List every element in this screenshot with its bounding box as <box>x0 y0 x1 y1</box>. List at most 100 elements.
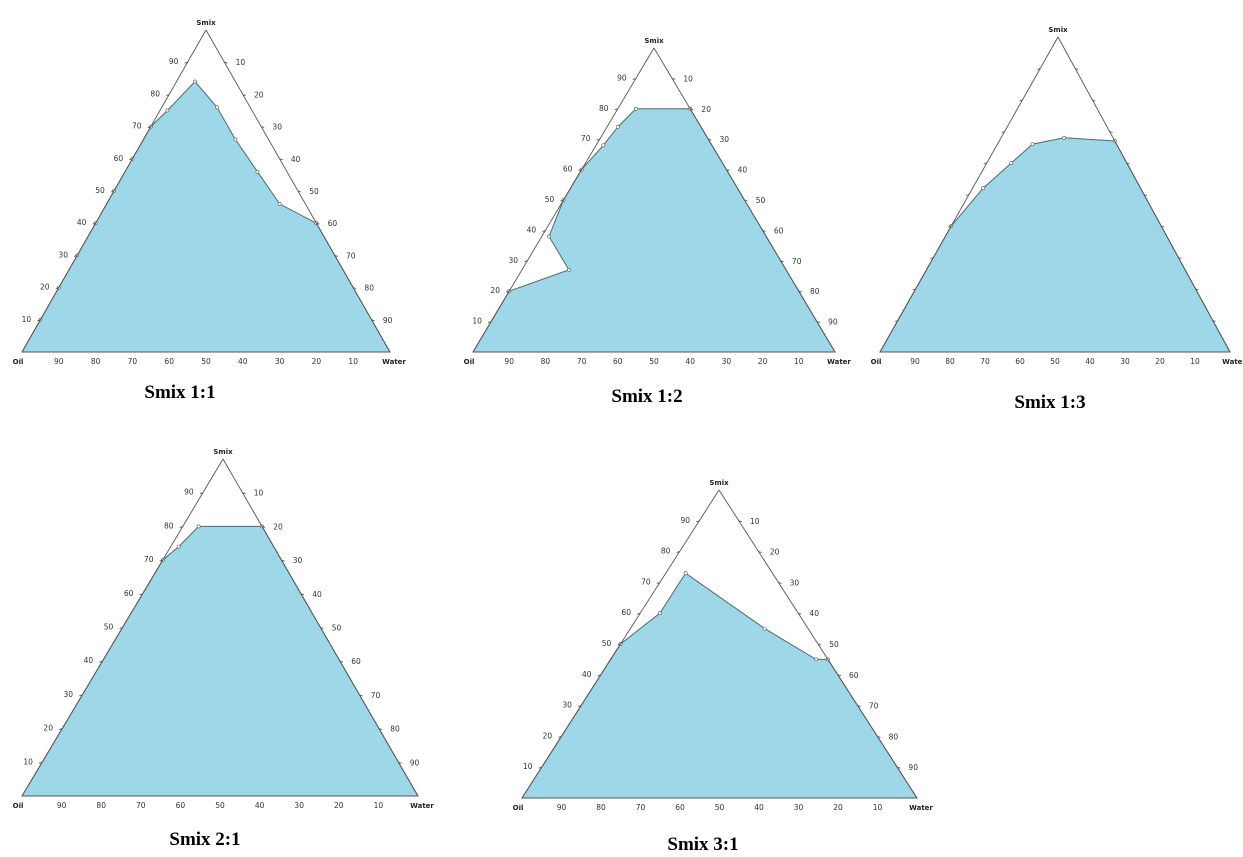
left-tick <box>948 225 952 228</box>
right-tick-label: 80 <box>810 287 820 296</box>
left-tick <box>129 158 133 161</box>
data-point <box>615 125 620 129</box>
right-tick <box>877 735 881 738</box>
bottom-tick-label: 60 <box>164 357 174 366</box>
bottom-tick-label: 70 <box>980 357 990 366</box>
right-tick <box>1143 194 1148 196</box>
right-tick <box>817 643 822 646</box>
left-tick-label: 80 <box>164 521 174 530</box>
vertex-label-top: Smix <box>196 19 216 27</box>
left-tick-label: 50 <box>95 186 105 195</box>
left-tick <box>894 320 898 322</box>
right-tick-label: 80 <box>364 284 374 293</box>
left-tick <box>110 190 115 193</box>
left-tick-label: 20 <box>40 283 50 292</box>
bottom-tick-label: 20 <box>833 803 843 812</box>
left-tick <box>596 138 600 141</box>
right-tick-label: 50 <box>756 196 766 205</box>
left-tick <box>159 559 163 562</box>
right-tick <box>339 660 344 663</box>
left-tick-label: 40 <box>527 225 537 234</box>
data-point <box>762 626 767 631</box>
left-tick <box>487 321 492 324</box>
left-tick <box>79 694 83 697</box>
right-tick <box>778 581 782 584</box>
right-tick-label: 80 <box>889 732 899 741</box>
left-tick-label: 40 <box>77 218 87 227</box>
ternary-chart-2: 10 20 30 40 50 60 70 80 90 10 20 30 40 50 60 70 80 90 90 80… <box>464 37 852 407</box>
vertex-label-water: Water <box>382 358 406 366</box>
data-point <box>567 267 571 272</box>
right-tick-label: 10 <box>683 74 693 83</box>
bottom-tick-label: 30 <box>275 357 285 366</box>
bottom-tick-label: 50 <box>215 801 225 810</box>
right-tick-label: 90 <box>828 318 838 327</box>
bottom-tick-label: 40 <box>754 803 764 812</box>
left-tick-label: 30 <box>58 250 68 259</box>
left-tick <box>632 77 637 80</box>
left-tick <box>524 260 528 263</box>
microemulsion-region <box>521 572 918 799</box>
right-tick <box>316 222 320 225</box>
left-tick-label: 60 <box>621 608 631 617</box>
data-point <box>255 169 260 174</box>
right-tick <box>1092 99 1096 102</box>
right-tick <box>897 766 901 769</box>
right-tick-label: 20 <box>770 548 780 557</box>
left-tick <box>577 705 582 708</box>
bottom-tick-label: 10 <box>348 357 358 366</box>
right-tick-label: 50 <box>332 624 342 633</box>
left-tick-label: 90 <box>184 488 194 497</box>
right-tick-label: 90 <box>383 316 393 325</box>
right-tick-label: 40 <box>291 155 301 164</box>
right-tick <box>816 321 821 324</box>
right-tick <box>798 612 802 615</box>
right-tick <box>671 77 676 80</box>
left-tick-label: 80 <box>661 547 671 556</box>
left-tick-label: 40 <box>582 670 592 679</box>
right-tick-label: 40 <box>312 590 322 599</box>
right-tick <box>320 627 324 629</box>
left-tick <box>597 674 601 677</box>
vertex-label-water: Water <box>827 358 851 366</box>
data-point <box>196 524 201 529</box>
right-tick <box>758 551 762 554</box>
left-tick <box>147 126 151 129</box>
left-tick <box>38 761 43 764</box>
right-tick <box>1161 225 1165 228</box>
right-tick-label: 60 <box>774 226 784 235</box>
vertex-label-oil: Oil <box>513 804 524 812</box>
right-tick <box>726 169 730 172</box>
ternary-chart-1: 10 20 30 40 50 60 70 80 90 10 20 30 40 50 60 70 80 90 90 80… <box>13 19 407 403</box>
vertex-label-top: Smix <box>1048 26 1068 34</box>
chart-caption: Smix 2:1 <box>169 829 240 850</box>
data-point <box>1030 142 1035 147</box>
right-tick-label: 60 <box>328 219 338 228</box>
right-tick <box>690 108 694 111</box>
bottom-tick-label: 60 <box>613 357 623 366</box>
left-tick-label: 50 <box>104 623 114 632</box>
left-tick-label: 30 <box>64 690 74 699</box>
left-tick <box>184 61 188 64</box>
ternary-chart-5: 10 20 30 40 50 60 70 80 90 10 20 30 40 50 60 70 80 90 90 80… <box>513 479 934 855</box>
left-tick <box>637 612 641 615</box>
left-tick-label: 90 <box>681 516 691 525</box>
left-tick-label: 40 <box>84 656 94 665</box>
left-tick <box>139 593 143 596</box>
left-tick <box>199 492 204 495</box>
vertex-label-top: Smix <box>213 448 233 456</box>
right-tick <box>857 705 861 708</box>
right-tick-label: 50 <box>829 640 839 649</box>
right-tick-label: 40 <box>809 609 819 618</box>
left-tick <box>99 660 103 663</box>
right-tick-label: 80 <box>390 725 400 734</box>
left-tick-label: 70 <box>641 577 651 586</box>
bottom-tick-label: 40 <box>685 357 695 366</box>
bottom-tick-label: 80 <box>541 357 551 366</box>
chart-caption: Smix 3:1 <box>667 834 738 855</box>
left-tick <box>1019 99 1023 102</box>
data-point <box>1062 135 1066 140</box>
left-tick <box>59 728 63 731</box>
bottom-tick-label: 60 <box>675 803 685 812</box>
